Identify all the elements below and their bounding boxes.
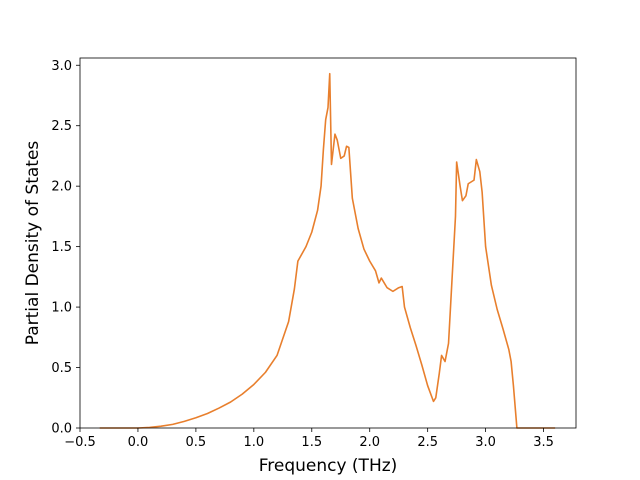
- x-tick-label: 1.0: [243, 435, 264, 450]
- y-tick-label: 2.0: [51, 180, 72, 195]
- x-axis: −0.5 0.0 0.5 1.0 1.5 2.0 2.5 3.0 3.5: [64, 428, 554, 450]
- x-tick-label: 0.0: [128, 435, 149, 450]
- x-tick-label: −0.5: [64, 435, 96, 450]
- plot-area: [99, 72, 556, 429]
- x-tick-label: 2.0: [359, 435, 380, 450]
- x-tick-label: 0.5: [186, 435, 207, 450]
- axes-frame: [79, 57, 577, 429]
- pdos-series-line-0: [99, 72, 556, 429]
- y-tick-label: 1.5: [51, 240, 72, 255]
- x-tick-label: 3.5: [533, 435, 554, 450]
- x-tick-label: 2.5: [417, 435, 438, 450]
- y-tick-label: 1.0: [51, 301, 72, 316]
- y-tick-label: 2.5: [51, 119, 72, 134]
- y-tick-label: 3.0: [51, 59, 72, 74]
- y-tick-label: 0.0: [51, 422, 72, 437]
- y-tick-label: 0.5: [51, 361, 72, 376]
- y-axis-label: Partial Density of States: [23, 141, 43, 346]
- x-tick-label: 1.5: [301, 435, 322, 450]
- x-tick-label: 3.0: [475, 435, 496, 450]
- y-axis: 0.0 0.5 1.0 1.5 2.0 2.5 3.0: [51, 59, 80, 437]
- x-axis-label: Frequency (THz): [259, 456, 398, 476]
